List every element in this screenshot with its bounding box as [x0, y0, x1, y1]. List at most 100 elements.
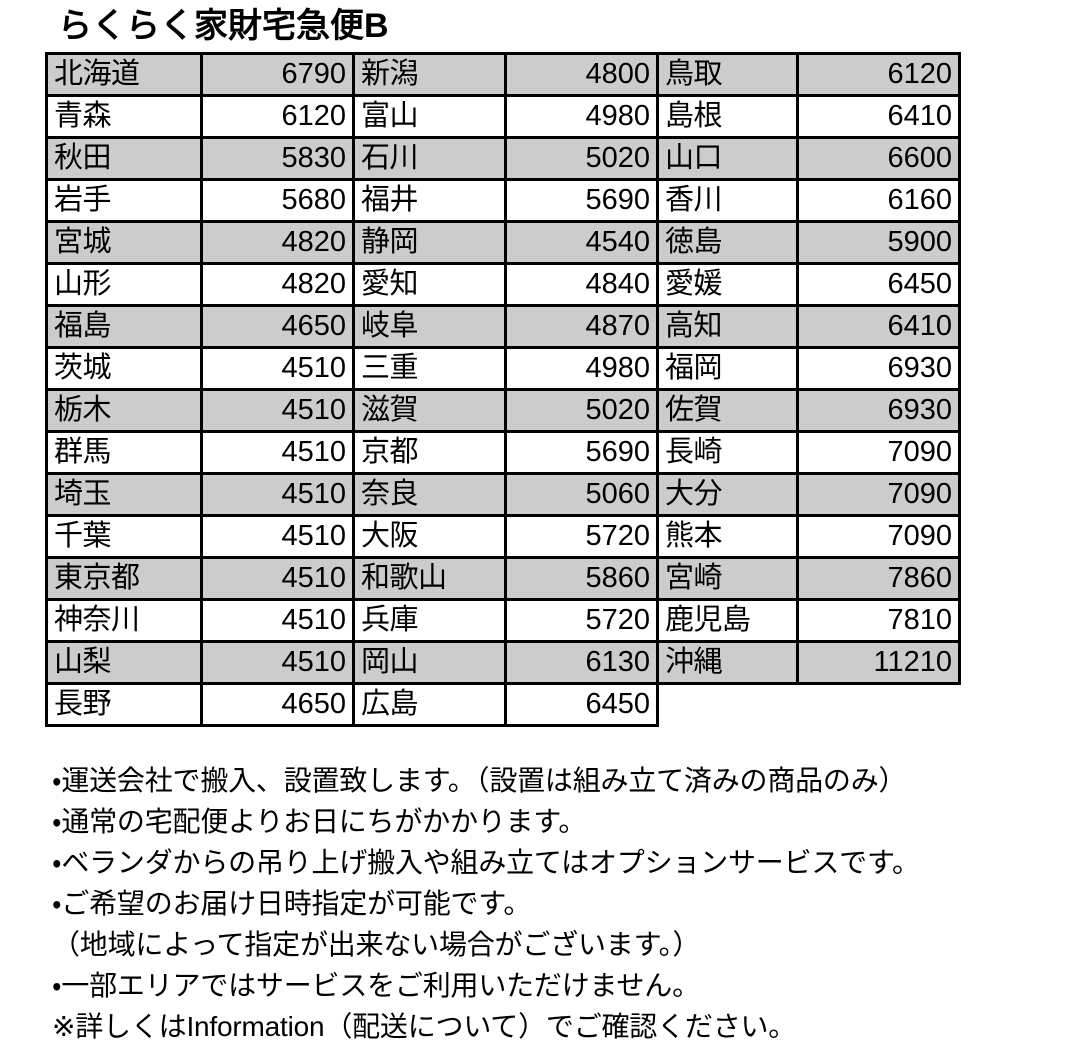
table-row: 栃木 4510 滋賀 5020 佐賀 6930: [45, 388, 961, 433]
prefecture-name-cell: 新潟: [352, 52, 507, 97]
prefecture-price-cell: 6600: [796, 136, 961, 181]
table-row: 青森 6120 富山 4980 島根 6410: [45, 94, 961, 139]
prefecture-price-cell: 4510: [200, 640, 355, 685]
prefecture-price-cell: 5830: [200, 136, 355, 181]
prefecture-price-cell: 4820: [200, 220, 355, 265]
prefecture-price-cell: 6930: [796, 346, 961, 391]
prefecture-price-cell: 4840: [504, 262, 659, 307]
prefecture-price-cell: 11210: [796, 640, 961, 685]
prefecture-name-cell: 島根: [656, 94, 799, 139]
note-line: ・ご希望のお届け日時指定が可能です。: [52, 888, 532, 919]
table-row: 宮城 4820 静岡 4540 徳島 5900: [45, 220, 961, 265]
prefecture-price-cell: 6120: [796, 52, 961, 97]
prefecture-name-cell: 長崎: [656, 430, 799, 475]
prefecture-name-cell: 埼玉: [45, 472, 203, 517]
prefecture-name-cell: 宮崎: [656, 556, 799, 601]
fare-table-body: 北海道 6790 新潟 4800 鳥取 6120 青森 6120 富山 4980 島根 6410 秋田 5…: [45, 52, 961, 727]
prefecture-name-cell: 滋賀: [352, 388, 507, 433]
prefecture-name-cell: 北海道: [45, 52, 203, 97]
prefecture-price-cell: 6930: [796, 388, 961, 433]
prefecture-name-cell: 長野: [45, 682, 203, 727]
prefecture-price-cell: 4510: [200, 556, 355, 601]
note-line: ・ベランダからの吊り上げ搬入や組み立てはオプションサービスです。: [52, 847, 920, 878]
prefecture-price-cell: 6120: [200, 94, 355, 139]
prefecture-name-cell: 富山: [352, 94, 507, 139]
prefecture-name-cell: 福井: [352, 178, 507, 223]
prefecture-price-cell: 5060: [504, 472, 659, 517]
prefecture-name-cell: 広島: [352, 682, 507, 727]
table-row: 群馬 4510 京都 5690 長崎 7090: [45, 430, 961, 475]
prefecture-price-cell: 4510: [200, 346, 355, 391]
table-row: 東京都 4510 和歌山 5860 宮崎 7860: [45, 556, 961, 601]
prefecture-price-cell: 5020: [504, 136, 659, 181]
prefecture-name-cell: 神奈川: [45, 598, 203, 643]
table-row: 山形 4820 愛知 4840 愛媛 6450: [45, 262, 961, 307]
prefecture-price-cell: 6790: [200, 52, 355, 97]
table-row: 神奈川 4510 兵庫 5720 鹿児島 7810: [45, 598, 961, 643]
prefecture-name-cell: 山形: [45, 262, 203, 307]
prefecture-price-cell: 7810: [796, 598, 961, 643]
prefecture-price-cell: 7090: [796, 514, 961, 559]
prefecture-name-cell: 岩手: [45, 178, 203, 223]
prefecture-name-cell: 大阪: [352, 514, 507, 559]
prefecture-price-cell: 4650: [200, 304, 355, 349]
prefecture-name-cell: 宮城: [45, 220, 203, 265]
prefecture-name-cell: 福島: [45, 304, 203, 349]
prefecture-name-cell: 高知: [656, 304, 799, 349]
table-row: 長野 4650 広島 6450: [45, 682, 960, 727]
note-line: （地域によって指定が出来ない場合がございます。）: [52, 929, 701, 960]
empty-cell: [797, 683, 960, 726]
prefecture-name-cell: 岐阜: [352, 304, 507, 349]
prefecture-price-cell: 6450: [796, 262, 961, 307]
prefecture-price-cell: 4510: [200, 598, 355, 643]
prefecture-price-cell: 5720: [504, 514, 659, 559]
table-row: 山梨 4510 岡山 6130 沖縄 11210: [45, 640, 961, 685]
note-line: ※詳しくはInformation（配送について）でご確認ください。: [52, 1011, 797, 1042]
prefecture-price-cell: 4650: [200, 682, 355, 727]
table-row: 埼玉 4510 奈良 5060 大分 7090: [45, 472, 961, 517]
prefecture-price-cell: 5690: [504, 178, 659, 223]
prefecture-name-cell: 兵庫: [352, 598, 507, 643]
prefecture-price-cell: 4980: [504, 94, 659, 139]
prefecture-name-cell: 鳥取: [656, 52, 799, 97]
prefecture-price-cell: 5690: [504, 430, 659, 475]
prefecture-price-cell: 5680: [200, 178, 355, 223]
note-line: ・一部エリアではサービスをご利用いただけません。: [52, 970, 700, 1001]
prefecture-name-cell: 愛媛: [656, 262, 799, 307]
prefecture-name-cell: 徳島: [656, 220, 799, 265]
prefecture-price-cell: 4800: [504, 52, 659, 97]
prefecture-price-cell: 6160: [796, 178, 961, 223]
prefecture-name-cell: 福岡: [656, 346, 799, 391]
page-title: らくらく家財宅急便B: [58, 7, 389, 45]
prefecture-name-cell: 群馬: [45, 430, 203, 475]
prefecture-name-cell: 山梨: [45, 640, 203, 685]
prefecture-name-cell: 大分: [656, 472, 799, 517]
note-line: ・運送会社で搬入、設置致します。（設置は組み立て済みの商品のみ）: [52, 765, 907, 796]
note-line: ・通常の宅配便よりお日にちがかかります。: [52, 806, 587, 837]
prefecture-price-cell: 7090: [796, 472, 961, 517]
prefecture-name-cell: 和歌山: [352, 556, 507, 601]
prefecture-name-cell: 沖縄: [656, 640, 799, 685]
prefecture-name-cell: 京都: [352, 430, 507, 475]
prefecture-name-cell: 岡山: [352, 640, 507, 685]
prefecture-price-cell: 4540: [504, 220, 659, 265]
prefecture-name-cell: 熊本: [656, 514, 799, 559]
prefecture-price-cell: 5720: [504, 598, 659, 643]
prefecture-price-cell: 4510: [200, 430, 355, 475]
table-row: 岩手 5680 福井 5690 香川 6160: [45, 178, 961, 223]
prefecture-name-cell: 静岡: [352, 220, 507, 265]
prefecture-name-cell: 石川: [352, 136, 507, 181]
empty-cell: [657, 683, 798, 726]
prefecture-name-cell: 青森: [45, 94, 203, 139]
notes-list: ・運送会社で搬入、設置致します。（設置は組み立て済みの商品のみ） ・通常の宅配便よ…: [52, 760, 1062, 1047]
prefecture-name-cell: 奈良: [352, 472, 507, 517]
prefecture-price-cell: 6130: [504, 640, 659, 685]
prefecture-price-cell: 7860: [796, 556, 961, 601]
prefecture-name-cell: 千葉: [45, 514, 203, 559]
prefecture-price-cell: 4820: [200, 262, 355, 307]
prefecture-price-cell: 6410: [796, 94, 961, 139]
prefecture-price-cell: 4510: [200, 472, 355, 517]
prefecture-price-cell: 5020: [504, 388, 659, 433]
prefecture-name-cell: 三重: [352, 346, 507, 391]
